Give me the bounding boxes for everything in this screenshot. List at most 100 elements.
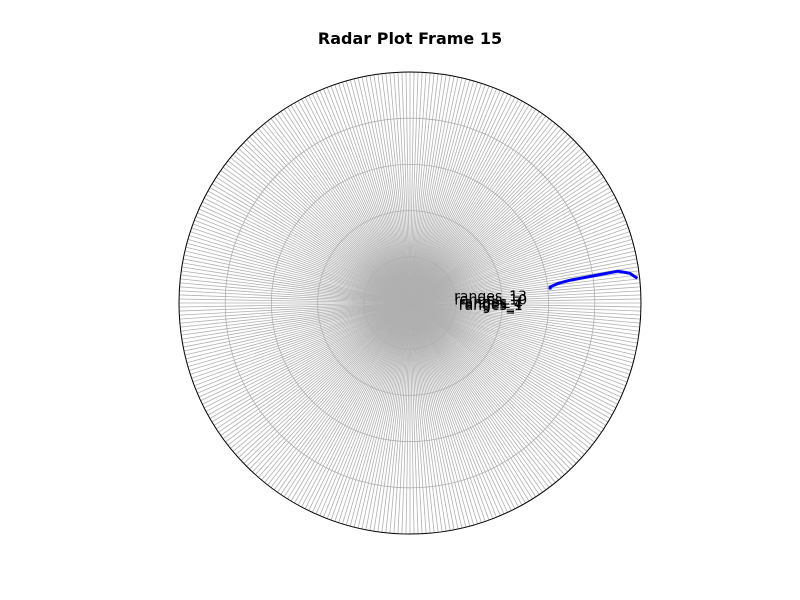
angular-gridline <box>315 302 411 515</box>
angular-gridline <box>409 72 423 304</box>
angular-gridline <box>409 302 637 352</box>
angular-gridline <box>409 270 639 304</box>
angular-gridline <box>409 128 562 304</box>
angular-gridline <box>205 302 411 412</box>
angular-gridline <box>338 302 411 523</box>
angular-gridline <box>409 212 623 304</box>
angular-gridline <box>409 246 635 304</box>
angular-gridline <box>409 163 595 304</box>
angular-gridline <box>409 302 523 506</box>
angular-gridline <box>409 102 526 304</box>
angular-gridline <box>409 302 439 533</box>
angular-gridline <box>315 91 411 304</box>
angular-gridline <box>179 290 411 304</box>
angular-gridline <box>179 302 411 308</box>
angular-gridline <box>312 93 411 304</box>
angular-gridline <box>209 187 411 304</box>
angular-gridline <box>409 254 637 304</box>
angular-gridline <box>179 302 411 312</box>
angular-gridline <box>409 238 633 304</box>
angular-gridline <box>409 302 501 516</box>
angular-gridline <box>409 302 447 532</box>
angular-gridline <box>409 115 547 304</box>
angular-gridline <box>186 302 411 364</box>
angular-gridline <box>330 85 411 304</box>
angular-gridline <box>409 302 611 419</box>
angular-gridline <box>409 294 641 304</box>
angular-gridline <box>326 87 411 304</box>
angular-gridline <box>190 231 411 304</box>
angular-gridline <box>409 302 519 508</box>
angular-gridline <box>409 302 533 500</box>
angular-gridline <box>409 302 559 481</box>
radial-gridline <box>224 117 596 489</box>
angular-gridline <box>409 125 559 304</box>
angular-gridline <box>308 95 411 304</box>
angular-gridline <box>180 278 411 304</box>
angular-gridline <box>249 136 411 304</box>
angular-gridline <box>179 282 411 304</box>
angular-gridline <box>409 302 620 401</box>
angular-gridline <box>409 302 640 328</box>
angular-gridline <box>409 302 455 530</box>
angular-gridline <box>235 151 411 304</box>
angular-gridline <box>409 302 588 452</box>
angular-gridline <box>179 302 411 324</box>
angular-gridline <box>249 302 411 470</box>
angular-gridline <box>194 219 411 304</box>
angular-gridline <box>409 72 431 304</box>
angular-gridline <box>409 173 602 304</box>
angular-gridline <box>409 104 530 304</box>
angular-gridline <box>409 183 609 304</box>
angular-gridline <box>297 100 411 304</box>
angular-gridline <box>393 72 411 304</box>
angular-gridline <box>373 302 411 532</box>
angular-gridline <box>294 302 411 504</box>
angular-gridline <box>216 302 411 430</box>
angular-gridline <box>290 104 411 304</box>
angular-gridline <box>409 84 486 304</box>
angular-gridline <box>409 302 633 368</box>
angular-gridline <box>179 302 411 320</box>
angular-gridline <box>409 302 568 473</box>
angular-gridline <box>409 302 482 523</box>
angular-gridline <box>409 73 435 304</box>
angular-gridline <box>409 302 562 478</box>
angular-gridline <box>323 302 411 518</box>
angular-gridline <box>334 84 411 304</box>
angular-gridline <box>377 302 411 532</box>
angular-gridline <box>409 100 523 304</box>
angular-gridline <box>198 302 411 398</box>
angular-gridline <box>179 298 411 304</box>
angular-gridline <box>409 208 622 304</box>
angular-gridline <box>409 96 516 304</box>
angular-gridline <box>409 302 607 426</box>
angular-gridline <box>385 302 411 533</box>
angular-gridline <box>409 176 604 304</box>
angular-gridline <box>202 302 411 405</box>
angular-gridline <box>409 302 443 532</box>
angular-gridline <box>409 302 516 510</box>
angular-gridline <box>409 302 574 467</box>
angular-gridline <box>197 302 411 394</box>
angular-gridline <box>183 302 411 348</box>
series-line <box>548 269 639 290</box>
angular-gridline <box>409 302 585 455</box>
angular-gridline <box>409 231 630 304</box>
angular-gridline <box>211 183 411 304</box>
radial-gridline <box>363 256 457 350</box>
angular-gridline <box>179 286 411 304</box>
angular-gridline <box>409 302 512 511</box>
angular-gridline <box>252 302 411 473</box>
angular-gridline <box>409 113 543 304</box>
angular-gridline <box>409 302 617 409</box>
angular-gridline <box>409 145 580 304</box>
angular-gridline <box>181 302 411 336</box>
angular-gridline <box>273 115 411 304</box>
angular-gridline <box>409 81 478 304</box>
angular-gridline <box>409 133 568 304</box>
angular-gridline <box>409 302 622 398</box>
angular-gridline <box>409 302 590 449</box>
angular-gridline <box>185 246 411 304</box>
radial-gridline <box>317 210 503 396</box>
